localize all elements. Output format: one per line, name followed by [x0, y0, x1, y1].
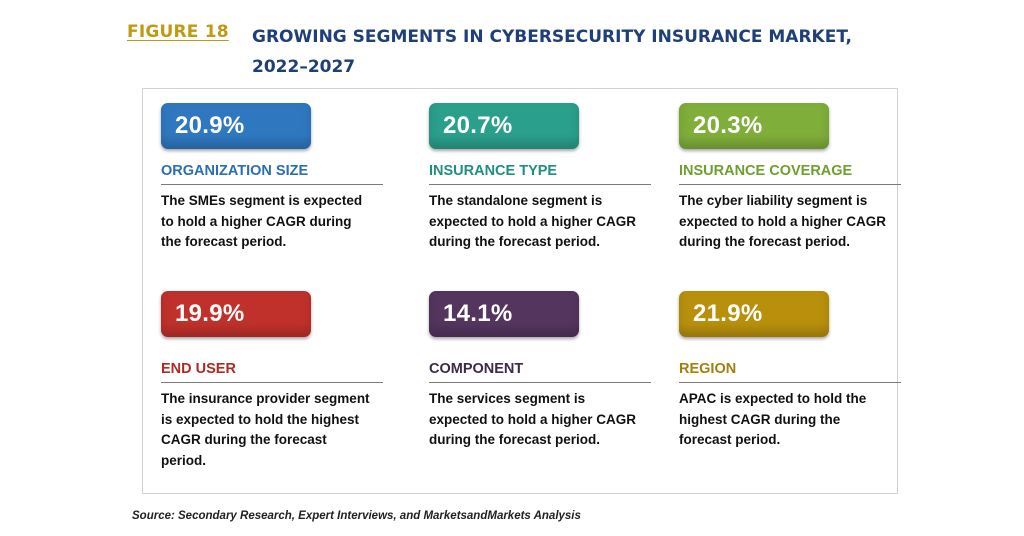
- segment-category: COMPONENT: [429, 361, 651, 383]
- segment-description: The insurance provider segment is expect…: [161, 391, 370, 468]
- segment-category: ORGANIZATION SIZE: [161, 163, 383, 185]
- figure-label: FIGURE 18: [127, 22, 229, 42]
- figure-title: GROWING SEGMENTS IN CYBERSECURITY INSURA…: [252, 27, 852, 77]
- segment-card-insurance-coverage: 20.3% INSURANCE COVERAGE The cyber liabi…: [679, 103, 901, 253]
- segment-card-end-user: 19.9% END USER The insurance provider se…: [161, 291, 383, 471]
- segment-card-organization-size: 20.9% ORGANIZATION SIZE The SMEs segment…: [161, 103, 383, 253]
- segment-description: The SMEs segment is expected to hold a h…: [161, 193, 363, 249]
- segment-category: REGION: [679, 361, 901, 383]
- source-note: Source: Secondary Research, Expert Inter…: [132, 510, 581, 522]
- segments-panel: 20.9% ORGANIZATION SIZE The SMEs segment…: [142, 88, 901, 494]
- segment-description: The services segment is expected to hold…: [429, 391, 637, 447]
- cagr-badge: 14.1%: [429, 291, 579, 337]
- segment-category: INSURANCE COVERAGE: [679, 163, 901, 185]
- segment-card-region: 21.9% REGION APAC is expected to hold th…: [679, 291, 901, 451]
- segment-category: END USER: [161, 361, 383, 383]
- cagr-badge: 19.9%: [161, 291, 311, 337]
- segment-description: The standalone segment is expected to ho…: [429, 193, 637, 249]
- cagr-badge: 21.9%: [679, 291, 829, 337]
- cagr-badge: 20.3%: [679, 103, 829, 149]
- segment-category: INSURANCE TYPE: [429, 163, 651, 185]
- segment-description: APAC is expected to hold the highest CAG…: [679, 391, 867, 447]
- segment-card-component: 14.1% COMPONENT The services segment is …: [429, 291, 651, 451]
- cagr-badge: 20.7%: [429, 103, 579, 149]
- segment-card-insurance-type: 20.7% INSURANCE TYPE The standalone segm…: [429, 103, 651, 253]
- segment-description: The cyber liability segment is expected …: [679, 193, 887, 249]
- cagr-badge: 20.9%: [161, 103, 311, 149]
